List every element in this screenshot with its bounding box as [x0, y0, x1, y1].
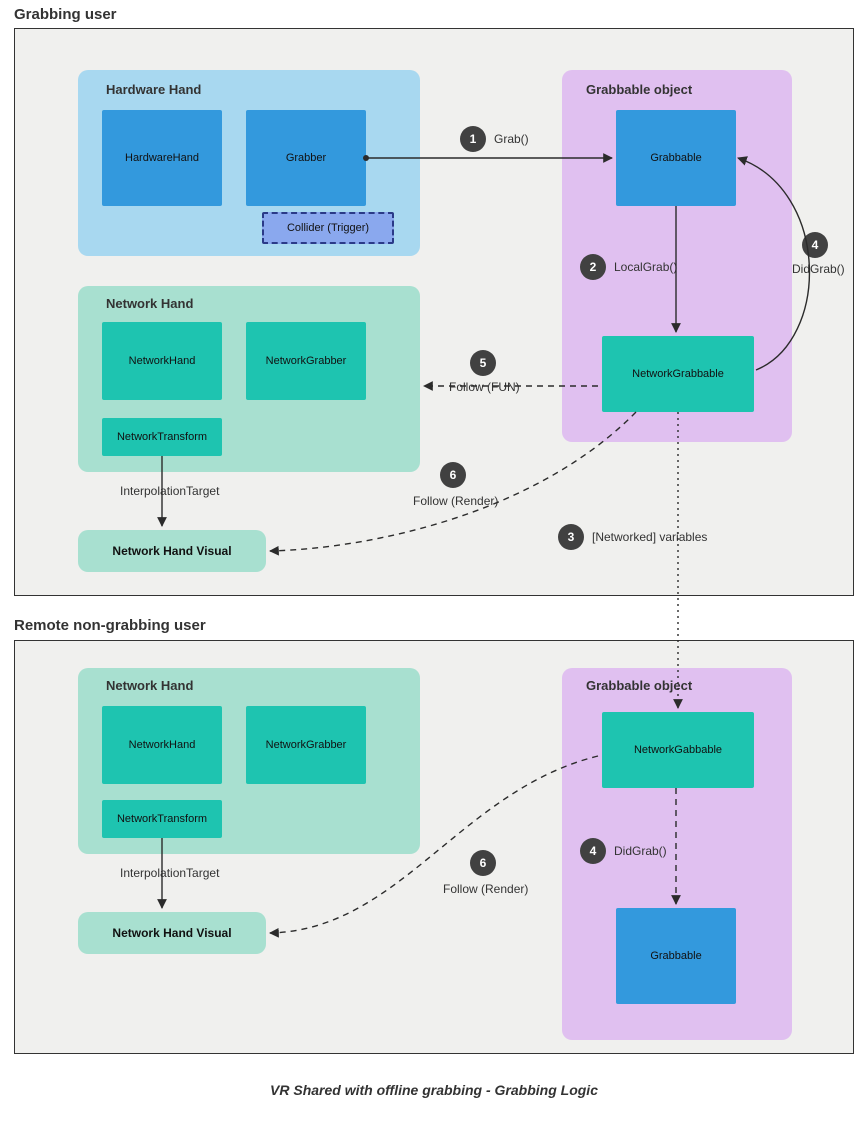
box-collider-trigger: Collider (Trigger): [262, 212, 394, 244]
box-network-gabbable-bottom: NetworkGabbable: [602, 712, 754, 788]
label-localgrab: LocalGrab(): [614, 260, 677, 274]
label-followfun: Follow (FUN): [449, 380, 520, 394]
box-network-hand-visual-bottom: Network Hand Visual: [78, 912, 266, 954]
label-interp-bottom: InterpolationTarget: [120, 866, 219, 880]
box-networktransform-bottom: NetworkTransform: [102, 800, 222, 838]
badge-1: 1: [460, 126, 486, 152]
label-followrender-bottom: Follow (Render): [443, 882, 528, 896]
section-title-remote: Remote non-grabbing user: [14, 617, 206, 634]
badge-6-top: 6: [440, 462, 466, 488]
box-networkgrabber-bottom: NetworkGrabber: [246, 706, 366, 784]
badge-4-top: 4: [802, 232, 828, 258]
box-networkhand-bottom: NetworkHand: [102, 706, 222, 784]
badge-3: 3: [558, 524, 584, 550]
badge-6-bottom: 6: [470, 850, 496, 876]
label-didgrab-top: DidGrab(): [792, 262, 845, 276]
box-hardware-hand: HardwareHand: [102, 110, 222, 206]
group-title-network-hand-bottom: Network Hand: [106, 678, 193, 693]
label-followrender-top: Follow (Render): [413, 494, 498, 508]
group-title-hardware-hand: Hardware Hand: [106, 82, 201, 97]
label-didgrab-bottom: DidGrab(): [614, 844, 667, 858]
box-network-grabbable-top: NetworkGrabbable: [602, 336, 754, 412]
caption: VR Shared with offline grabbing - Grabbi…: [0, 1082, 868, 1098]
group-title-grabbable-top: Grabbable object: [586, 82, 692, 97]
badge-2: 2: [580, 254, 606, 280]
section-title-grabbing: Grabbing user: [14, 6, 117, 23]
label-networked-vars: [Networked] variables: [592, 530, 707, 544]
box-grabbable-bottom: Grabbable: [616, 908, 736, 1004]
box-network-hand-visual-top: Network Hand Visual: [78, 530, 266, 572]
label-grab: Grab(): [494, 132, 529, 146]
badge-5: 5: [470, 350, 496, 376]
label-interp-top: InterpolationTarget: [120, 484, 219, 498]
badge-4-bottom: 4: [580, 838, 606, 864]
diagram-canvas: Grabbing user Hardware Hand HardwareHand…: [0, 0, 868, 1126]
box-grabber: Grabber: [246, 110, 366, 206]
box-networktransform-top: NetworkTransform: [102, 418, 222, 456]
box-grabbable-top: Grabbable: [616, 110, 736, 206]
box-networkhand-top: NetworkHand: [102, 322, 222, 400]
group-title-grabbable-bottom: Grabbable object: [586, 678, 692, 693]
group-title-network-hand-top: Network Hand: [106, 296, 193, 311]
box-networkgrabber-top: NetworkGrabber: [246, 322, 366, 400]
